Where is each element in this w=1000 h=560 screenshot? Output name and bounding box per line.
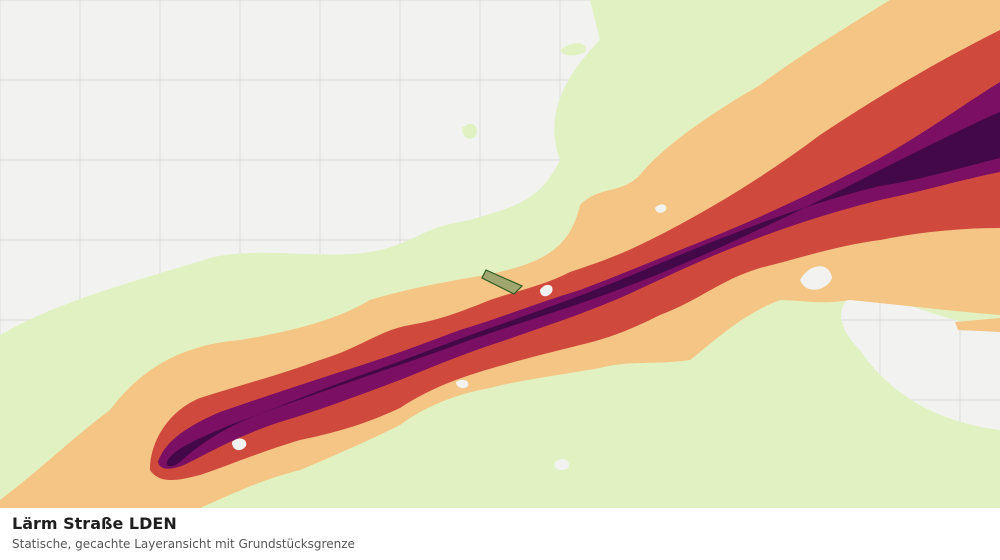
layer-subtitle: Statische, gecachte Layeransicht mit Gru…: [12, 537, 355, 551]
noise-band-dark: [158, 82, 1000, 469]
map-holes: [232, 204, 832, 470]
noise-band-light: [0, 0, 1000, 508]
parcel-boundary-shape[interactable]: [481, 269, 524, 295]
noise-map-canvas: [0, 0, 1000, 508]
noise-map[interactable]: [0, 0, 1000, 508]
layer-title: Lärm Straße LDEN: [12, 514, 177, 533]
legend-footer: Lärm Straße LDEN Statische, gecachte Lay…: [0, 508, 1000, 560]
